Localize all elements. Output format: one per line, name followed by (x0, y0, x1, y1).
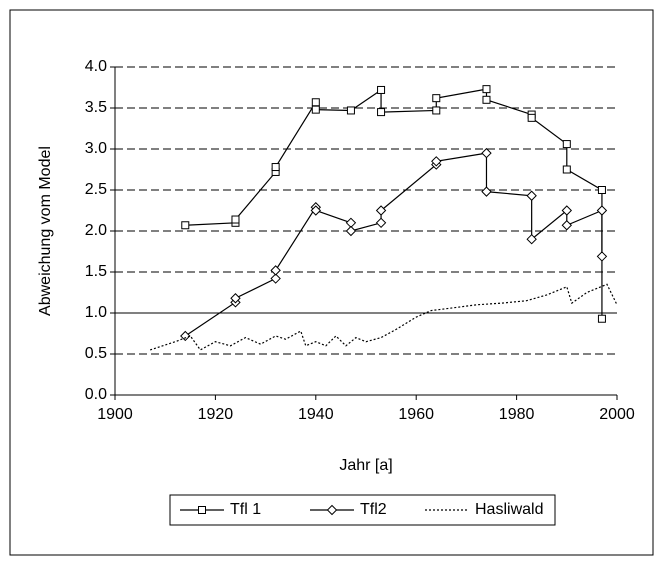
data-point (431, 156, 442, 167)
data-point (230, 293, 241, 304)
data-point (432, 106, 441, 115)
data-point (310, 205, 322, 216)
data-point (526, 190, 537, 201)
data-point (270, 273, 281, 284)
y-tick-label: 4.0 (85, 58, 107, 75)
data-point (271, 163, 280, 172)
data-point (345, 225, 357, 237)
data-point (561, 205, 573, 216)
data-point (596, 251, 608, 262)
data-point (311, 98, 320, 107)
data-point (526, 233, 537, 245)
data-point (596, 205, 608, 216)
data-point (482, 85, 491, 94)
x-tick-label: 1920 (198, 406, 234, 423)
legend-label: Hasliwald (475, 501, 543, 518)
legend-marker (326, 504, 338, 516)
y-tick-label: 3.0 (85, 140, 107, 157)
data-point (597, 314, 606, 323)
x-tick-label: 1960 (398, 406, 434, 423)
data-point (377, 108, 386, 117)
data-point (375, 205, 387, 216)
data-point (270, 265, 281, 276)
legend-box (169, 494, 556, 526)
legend-marker (198, 506, 206, 514)
x-tick-label: 2000 (599, 406, 635, 423)
data-point (481, 186, 492, 197)
data-point (562, 140, 571, 149)
data-point (561, 220, 573, 231)
x-tick-label: 1980 (499, 406, 535, 423)
data-point (181, 221, 190, 230)
data-point (377, 85, 386, 94)
data-point (180, 330, 191, 342)
data-point (375, 217, 387, 229)
data-point (432, 94, 441, 103)
y-tick-label: 2.0 (85, 222, 107, 239)
legend-label: Tfl2 (360, 501, 387, 518)
chart-frame (9, 9, 654, 556)
y-axis-label: Abweichung vom Model (37, 146, 54, 316)
x-axis-label: Jahr [a] (339, 457, 392, 474)
y-tick-label: 1.0 (85, 304, 107, 321)
x-tick-label: 1900 (97, 406, 133, 423)
y-tick-label: 0.0 (85, 386, 107, 403)
data-point (482, 95, 491, 104)
y-tick-label: 2.5 (85, 181, 107, 198)
x-tick-label: 1940 (298, 406, 334, 423)
data-point (562, 165, 571, 174)
data-point (481, 147, 492, 159)
data-point (597, 186, 606, 194)
data-point (527, 113, 536, 122)
data-point (346, 106, 355, 115)
data-point (231, 215, 240, 224)
data-point (311, 105, 320, 114)
legend-label: Tfl 1 (230, 501, 261, 518)
y-tick-label: 1.5 (85, 263, 107, 280)
y-tick-label: 0.5 (85, 345, 107, 362)
y-tick-label: 3.5 (85, 99, 107, 116)
